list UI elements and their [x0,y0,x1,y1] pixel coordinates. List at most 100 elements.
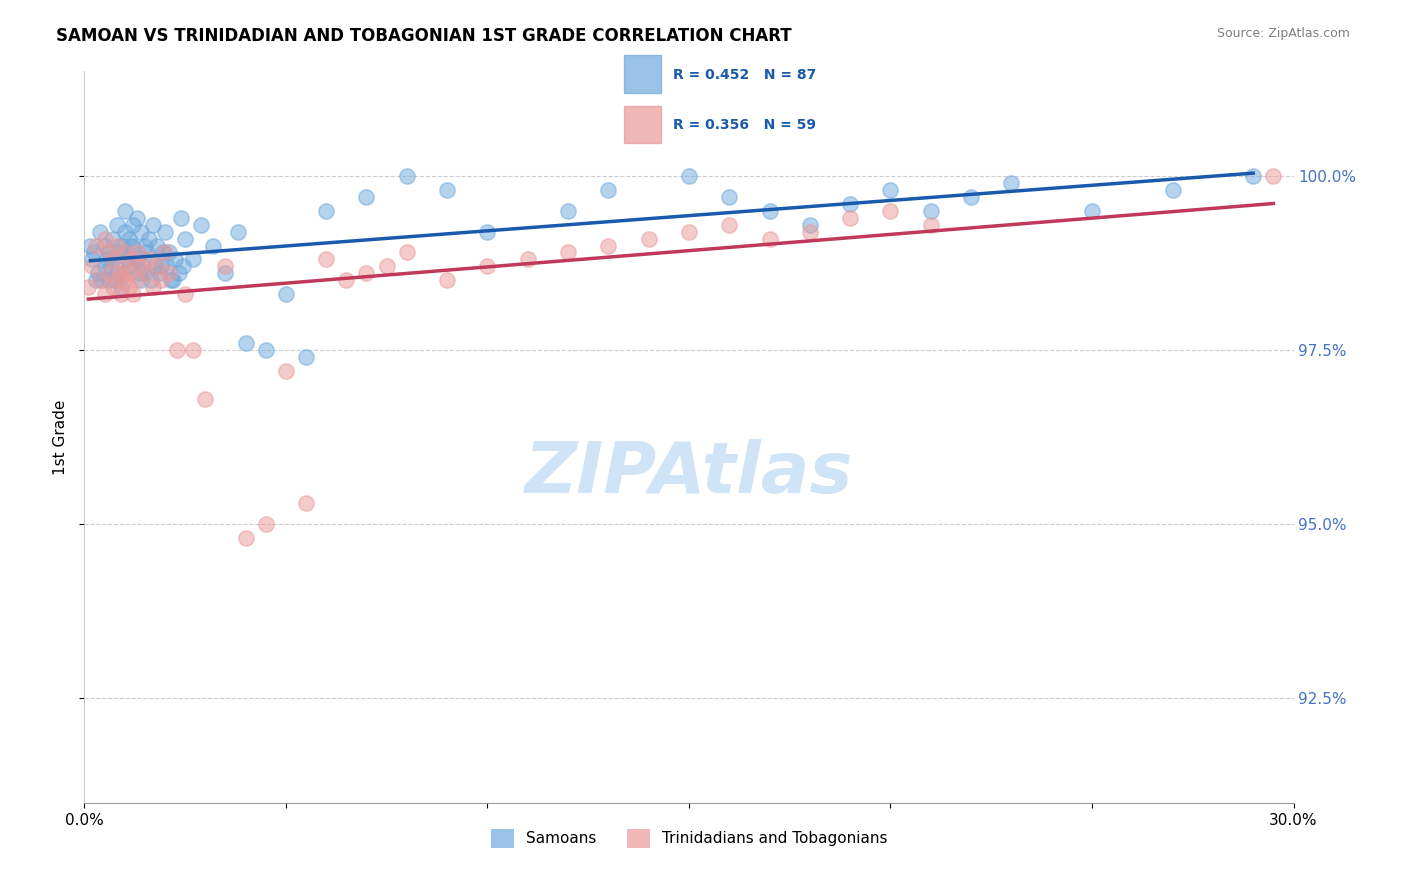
Samoans [226,225,249,239]
Trinidadians and Tobagonians [114,245,136,260]
Trinidadians and Tobagonians [718,218,741,232]
Samoans [149,260,172,274]
Trinidadians and Tobagonians [114,273,136,287]
Samoans [82,252,104,267]
Trinidadians and Tobagonians [637,231,659,245]
Samoans [295,350,318,364]
Samoans [118,260,141,274]
Samoans [315,203,337,218]
Samoans [235,336,257,351]
Samoans [214,266,236,280]
Samoans [89,225,111,239]
Trinidadians and Tobagonians [142,280,165,294]
Trinidadians and Tobagonians [93,231,115,245]
Text: R = 0.452   N = 87: R = 0.452 N = 87 [673,68,817,81]
Samoans [104,273,127,287]
Samoans [1081,203,1104,218]
Trinidadians and Tobagonians [105,238,128,252]
Trinidadians and Tobagonians [101,280,124,294]
Samoans [135,245,157,260]
Samoans [129,225,152,239]
Trinidadians and Tobagonians [436,273,458,287]
Bar [624,55,661,93]
Samoans [114,225,136,239]
Samoans [79,238,101,252]
Trinidadians and Tobagonians [82,260,104,274]
Text: Source: ZipAtlas.com: Source: ZipAtlas.com [1216,27,1350,40]
Trinidadians and Tobagonians [146,260,169,274]
Trinidadians and Tobagonians [181,343,204,357]
Trinidadians and Tobagonians [77,280,100,294]
Trinidadians and Tobagonians [134,266,156,280]
Samoans [129,273,152,287]
Trinidadians and Tobagonians [477,260,499,274]
Bar [624,105,661,143]
Trinidadians and Tobagonians [153,245,176,260]
Trinidadians and Tobagonians [920,218,942,232]
Trinidadians and Tobagonians [121,287,143,301]
Samoans [148,266,170,280]
Trinidadians and Tobagonians [110,266,132,280]
Samoans [132,260,155,274]
Samoans [799,218,821,232]
Samoans [156,260,179,274]
Samoans [115,252,138,267]
Trinidadians and Tobagonians [97,266,120,280]
Samoans [139,273,162,287]
Samoans [718,190,741,204]
Samoans [125,211,148,225]
Samoans [436,183,458,197]
Samoans [920,203,942,218]
Trinidadians and Tobagonians [125,273,148,287]
Samoans [121,218,143,232]
Trinidadians and Tobagonians [105,273,128,287]
Trinidadians and Tobagonians [138,252,160,267]
Samoans [157,245,180,260]
Samoans [101,252,124,267]
Samoans [678,169,700,183]
Trinidadians and Tobagonians [125,245,148,260]
Trinidadians and Tobagonians [110,287,132,301]
Trinidadians and Tobagonians [97,245,120,260]
Trinidadians and Tobagonians [101,252,124,267]
Samoans [97,273,120,287]
Trinidadians and Tobagonians [214,260,236,274]
Trinidadians and Tobagonians [315,252,337,267]
Samoans [118,231,141,245]
Samoans [167,266,190,280]
Trinidadians and Tobagonians [295,496,318,510]
Samoans [120,238,142,252]
Samoans [181,252,204,267]
Trinidadians and Tobagonians [157,266,180,280]
Trinidadians and Tobagonians [254,517,277,532]
Samoans [758,203,780,218]
Y-axis label: 1st Grade: 1st Grade [52,400,67,475]
Samoans [134,238,156,252]
Samoans [86,273,108,287]
Trinidadians and Tobagonians [598,238,620,252]
Samoans [152,245,174,260]
Samoans [1000,176,1022,190]
Samoans [170,211,193,225]
Samoans [146,238,169,252]
Trinidadians and Tobagonians [118,280,141,294]
Samoans [879,183,901,197]
Samoans [165,252,187,267]
Trinidadians and Tobagonians [86,238,108,252]
Trinidadians and Tobagonians [557,245,579,260]
Text: R = 0.356   N = 59: R = 0.356 N = 59 [673,118,817,132]
Samoans [124,252,146,267]
Samoans [162,273,184,287]
Samoans [110,280,132,294]
Samoans [143,260,166,274]
Trinidadians and Tobagonians [118,266,141,280]
Samoans [111,266,134,280]
Samoans [125,252,148,267]
Samoans [1241,169,1264,183]
Trinidadians and Tobagonians [129,260,152,274]
Samoans [557,203,579,218]
Trinidadians and Tobagonians [678,225,700,239]
Samoans [960,190,983,204]
Samoans [134,266,156,280]
Trinidadians and Tobagonians [375,260,398,274]
